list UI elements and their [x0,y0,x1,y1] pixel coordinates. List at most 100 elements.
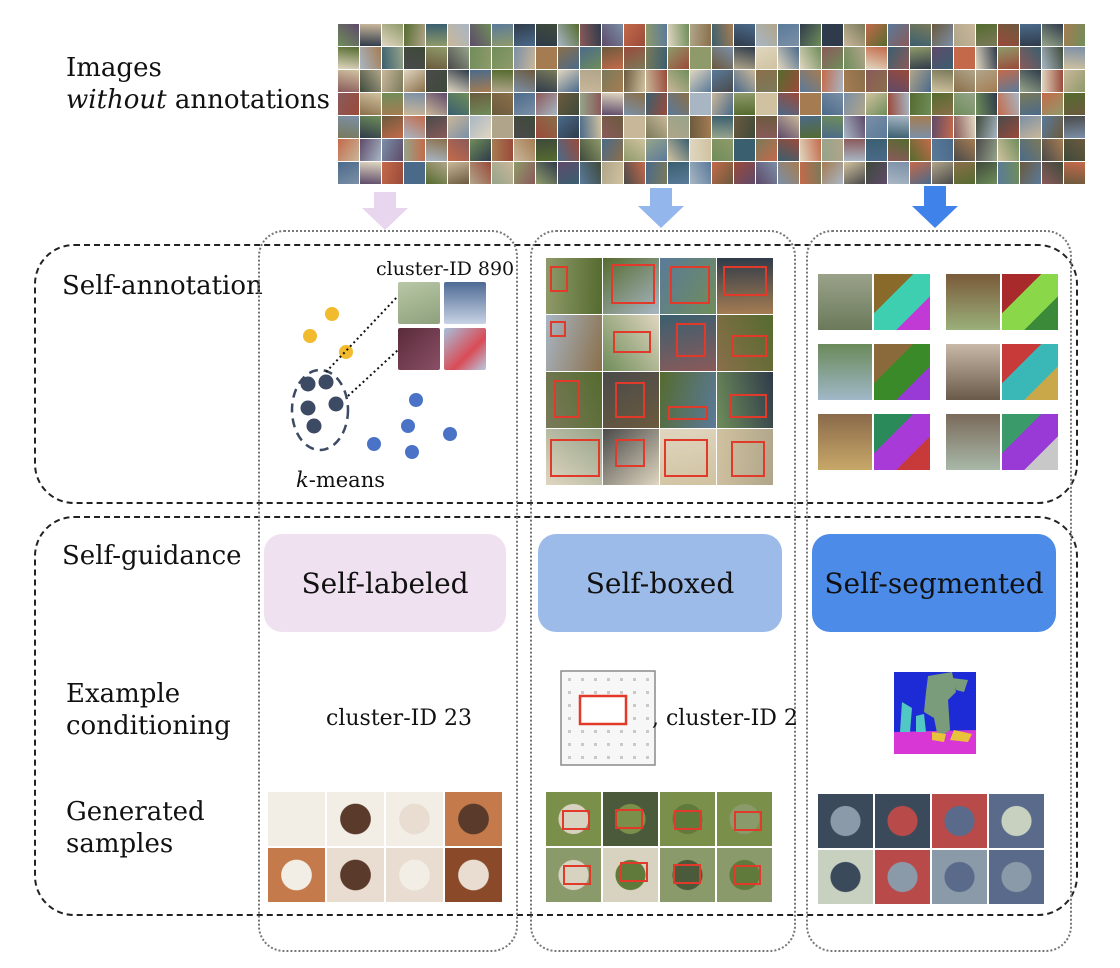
kmeans-rest: -means [308,468,385,492]
cluster-890-thumbnails [398,282,486,370]
mosaic-thumbnail [1020,116,1041,138]
cluster-id-23-text: cluster-ID 23 [326,706,472,731]
mosaic-thumbnail [360,116,381,138]
grid-dot [633,691,636,694]
mosaic-thumbnail [866,93,887,115]
mosaic-thumbnail [888,70,909,92]
mosaic-thumbnail [470,139,491,161]
generated-sample-image [660,848,715,902]
mosaic-thumbnail [1020,162,1041,184]
mosaic-thumbnail [954,116,975,138]
mosaic-thumbnail [492,139,513,161]
mosaic-thumbnail [778,162,799,184]
mosaic-thumbnail [756,24,777,46]
grid-dot [620,730,623,733]
mosaic-thumbnail [580,47,601,69]
kmeans-label: k-means [296,468,385,492]
images-label-line1: Images [66,53,162,83]
mosaic-thumbnail [426,139,447,161]
mosaic-thumbnail [734,116,755,138]
mosaic-thumbnail [932,116,953,138]
mosaic-thumbnail [514,162,535,184]
mosaic-thumbnail [470,116,491,138]
mosaic-thumbnail [668,70,689,92]
mosaic-thumbnail [646,116,667,138]
mosaic-thumbnail [1064,24,1085,46]
boxed-image-tile [660,258,716,314]
mosaic-thumbnail [448,24,469,46]
mosaic-thumbnail [536,93,557,115]
cluster-id-890-caption: cluster-ID 890 [376,258,515,280]
mosaic-thumbnail [976,93,997,115]
mosaic-thumbnail [668,162,689,184]
mosaic-thumbnail [976,70,997,92]
mosaic-thumbnail [712,93,733,115]
mosaic-thumbnail [932,139,953,161]
mosaic-thumbnail [1064,70,1085,92]
mosaic-thumbnail [734,162,755,184]
grid-dot [581,743,584,746]
boxed-image-tile [717,429,773,485]
mosaic-thumbnail [338,139,359,161]
mosaic-thumbnail [800,24,821,46]
mosaic-thumbnail [976,116,997,138]
mosaic-thumbnail [954,24,975,46]
mosaic-thumbnail [844,93,865,115]
mosaic-thumbnail [690,93,711,115]
grid-dot [568,691,571,694]
generated-sample-image [546,792,601,846]
mosaic-thumbnail [690,70,711,92]
generated-sample-image [818,794,873,848]
mosaic-thumbnail [998,162,1019,184]
mosaic-thumbnail [778,24,799,46]
mosaic-thumbnail [602,116,623,138]
samples-line: samples [66,829,174,859]
generated-samples-boxed [546,792,776,904]
mosaic-thumbnail [800,139,821,161]
cluster-id-2-text: , cluster-ID 2 [652,706,798,731]
boxed-image-tile [546,429,602,485]
grid-dot [633,717,636,720]
mosaic-thumbnail [448,70,469,92]
kmeans-cluster-illustration [290,295,457,459]
mosaic-thumbnail [1042,93,1063,115]
grid-dot [607,678,610,681]
mosaic-thumbnail [360,139,381,161]
grid-dot [594,743,597,746]
red-bounding-box [615,382,645,418]
mosaic-thumbnail [976,162,997,184]
boxed-image-tile [603,429,659,485]
mosaic-thumbnail [492,93,513,115]
generated-samples-labeled [268,792,504,906]
mosaic-thumbnail [470,162,491,184]
mosaic-thumbnail [448,93,469,115]
images-label-line2: without annotations [66,84,330,116]
generated-sample-image [818,850,873,904]
generated-sample-image [989,794,1044,848]
arrow-down-icon-boxed [638,188,684,228]
mosaic-thumbnail [360,162,381,184]
grid-dot [568,730,571,733]
mosaic-thumbnail [888,162,909,184]
mosaic-thumbnail [602,47,623,69]
segmentation-source-image [946,414,1000,470]
red-bounding-box [731,335,767,357]
mosaic-thumbnail [602,70,623,92]
grid-dot [594,730,597,733]
grid-dot [594,756,597,759]
red-bounding-box [729,394,767,418]
mosaic-thumbnail [602,24,623,46]
red-bounding-box [550,439,600,477]
segmentation-source-image [818,414,872,470]
segmentation-mask [874,274,930,330]
annotations-text: annotations [166,85,330,115]
mosaic-thumbnail [822,70,843,92]
mosaic-thumbnail [514,116,535,138]
mosaic-thumbnail [998,139,1019,161]
mosaic-thumbnail [580,70,601,92]
mosaic-thumbnail [976,47,997,69]
example-line: Example [66,679,181,709]
mosaic-thumbnail [602,139,623,161]
mosaic-thumbnail [800,47,821,69]
grid-dot [646,691,649,694]
